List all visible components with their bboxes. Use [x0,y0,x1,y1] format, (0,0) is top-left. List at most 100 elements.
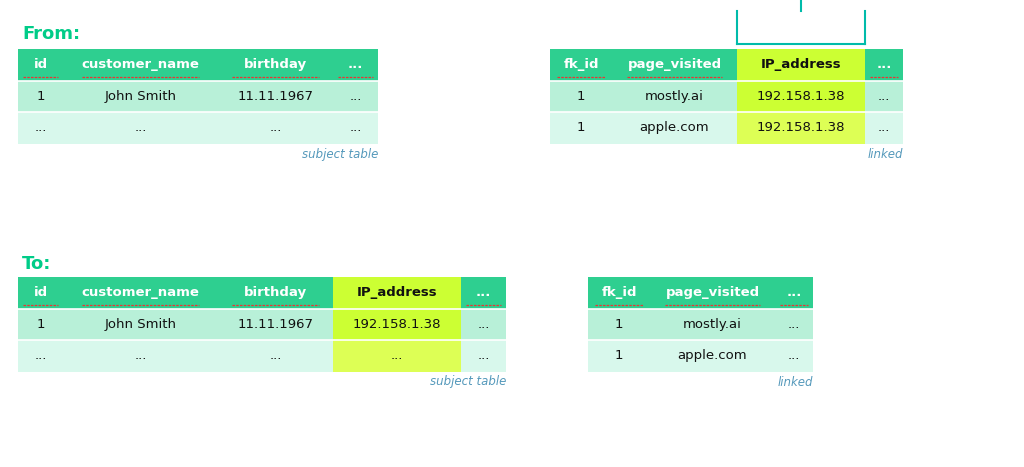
Text: linked: linked [777,375,813,389]
Text: id: id [34,58,47,71]
Text: ...: ... [134,121,146,134]
Bar [18,340,63,372]
Text: 192.158.1.38: 192.158.1.38 [757,90,845,103]
Text: fk_id: fk_id [563,58,599,71]
Bar [550,112,612,143]
Bar [218,340,333,372]
Text: ...: ... [349,121,361,134]
Bar [18,80,63,112]
Text: 1: 1 [577,121,586,134]
Bar [775,277,813,309]
Text: John Smith: John Smith [104,90,176,103]
Text: customer_name: customer_name [82,286,200,299]
Text: From:: From: [22,25,80,43]
Bar [612,112,737,143]
Text: customer_name: customer_name [82,58,200,71]
Text: 11.11.1967: 11.11.1967 [238,90,313,103]
Bar [650,340,775,372]
Text: 1: 1 [614,349,624,362]
Bar [612,49,737,80]
Text: page_visited: page_visited [666,286,760,299]
Bar [775,309,813,340]
Bar [588,309,650,340]
Bar [333,112,378,143]
Bar [218,49,333,80]
Text: 1: 1 [36,90,45,103]
Bar [333,277,461,309]
Bar [333,49,378,80]
Bar [650,277,775,309]
Text: ...: ... [348,58,364,71]
Bar [18,112,63,143]
Text: mostly.ai: mostly.ai [645,90,703,103]
Text: ...: ... [477,349,489,362]
Bar [63,277,218,309]
Bar [550,49,612,80]
Bar [588,340,650,372]
Text: subject table: subject table [302,148,378,161]
Text: ...: ... [786,286,802,299]
Bar [865,80,903,112]
Text: 1: 1 [614,318,624,331]
Bar [333,340,461,372]
Bar [63,340,218,372]
Bar [775,340,813,372]
Bar [650,309,775,340]
Bar [612,80,737,112]
Text: ...: ... [391,349,403,362]
Text: ...: ... [269,349,282,362]
Text: mostly.ai: mostly.ai [683,318,742,331]
Text: id: id [34,286,47,299]
Bar [865,49,903,80]
Bar [737,80,865,112]
Text: page_visited: page_visited [628,58,722,71]
Bar [63,80,218,112]
Bar [63,112,218,143]
Text: apple.com: apple.com [678,349,748,362]
Bar [218,309,333,340]
Text: ...: ... [877,58,892,71]
Bar [63,309,218,340]
Text: ...: ... [878,121,890,134]
Text: subject table: subject table [430,375,506,389]
Bar [333,309,461,340]
Bar [461,277,506,309]
Bar [63,49,218,80]
Bar [588,277,650,309]
Text: birthday: birthday [244,58,307,71]
Text: linked: linked [867,148,903,161]
Text: ...: ... [787,318,800,331]
Bar [737,49,865,80]
Text: ...: ... [349,90,361,103]
Text: 192.158.1.38: 192.158.1.38 [757,121,845,134]
Bar [18,309,63,340]
Text: 1: 1 [577,90,586,103]
Text: apple.com: apple.com [640,121,710,134]
Bar [333,80,378,112]
Text: ...: ... [787,349,800,362]
Text: birthday: birthday [244,286,307,299]
Text: John Smith: John Smith [104,318,176,331]
Bar [218,80,333,112]
Text: ...: ... [35,121,47,134]
Bar [18,277,63,309]
Bar [218,112,333,143]
Bar [550,80,612,112]
Text: 192.158.1.38: 192.158.1.38 [352,318,441,331]
Bar [737,112,865,143]
Bar [218,277,333,309]
Text: ...: ... [134,349,146,362]
Text: To:: To: [22,255,51,273]
Text: ...: ... [269,121,282,134]
Text: ...: ... [35,349,47,362]
Text: ...: ... [878,90,890,103]
Text: 1: 1 [36,318,45,331]
Bar [18,49,63,80]
Text: ...: ... [477,318,489,331]
Bar [461,340,506,372]
Text: ...: ... [476,286,492,299]
Text: IP_address: IP_address [356,286,437,299]
Text: IP_address: IP_address [761,58,842,71]
Text: fk_id: fk_id [601,286,637,299]
Text: 11.11.1967: 11.11.1967 [238,318,313,331]
